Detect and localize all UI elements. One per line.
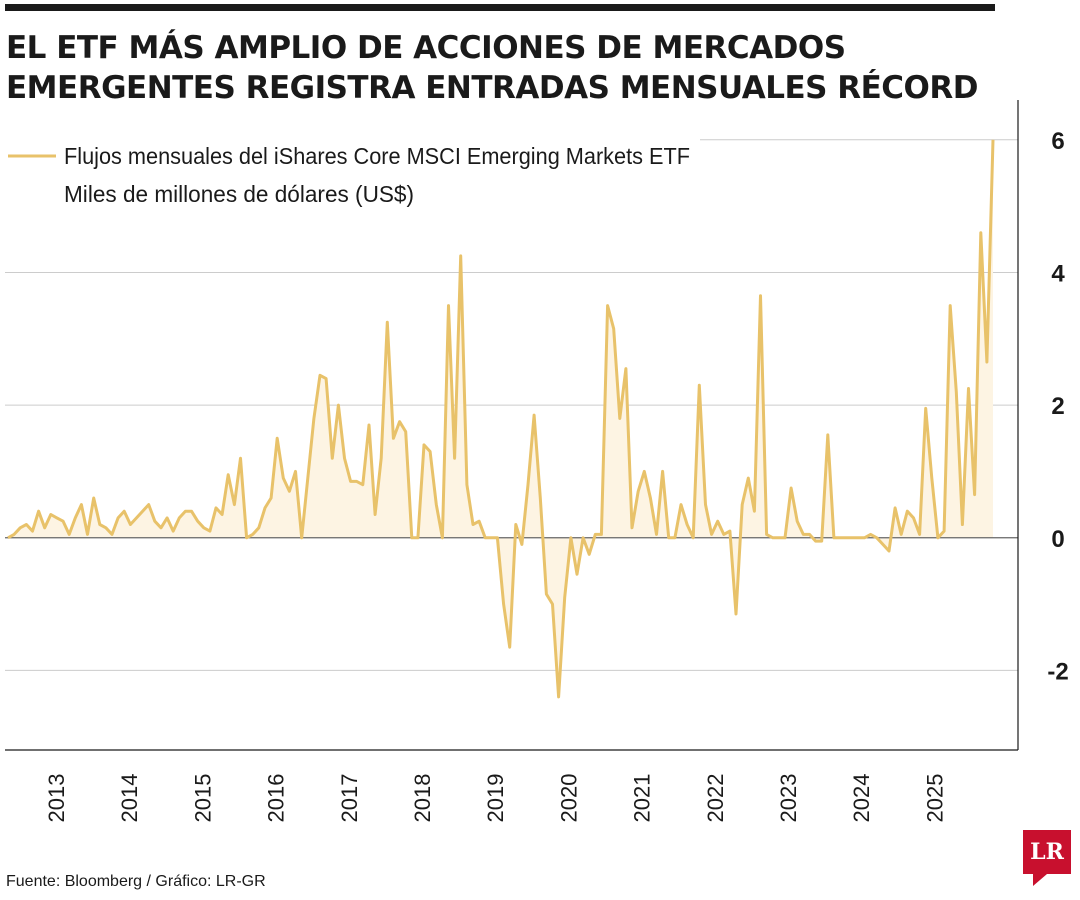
x-tick-label-2020: 2020	[556, 774, 581, 823]
x-tick-label-2025: 2025	[922, 774, 947, 823]
plot-frame	[5, 100, 1019, 751]
series-line	[7, 139, 995, 699]
x-tick-label-2021: 2021	[630, 774, 655, 823]
logo-tail	[1033, 874, 1047, 886]
y-tick-label-0: 0	[1051, 526, 1064, 553]
y-tick-label-2: 2	[1051, 393, 1064, 420]
y-tick-label-4: 4	[1051, 260, 1065, 287]
x-tick-label-2014: 2014	[117, 774, 142, 823]
lr-logo: LR	[1023, 830, 1071, 886]
x-tick-label-2015: 2015	[190, 774, 215, 823]
legend: Flujos mensuales del iShares Core MSCI E…	[0, 133, 700, 213]
y-tick-label-6: 6	[1051, 128, 1064, 155]
x-tick-label-2022: 2022	[703, 774, 728, 823]
chart-title-line-1: EL ETF MÁS AMPLIO DE ACCIONES DE MERCADO…	[6, 30, 846, 66]
x-tick-label-2017: 2017	[337, 774, 362, 823]
logo-box	[1023, 830, 1071, 874]
y-tick-label--2: -2	[1047, 658, 1068, 685]
x-tick-label-2013: 2013	[44, 774, 69, 823]
x-axis: 2013 2014 2015 2016 2017 2018 2019 2020 2021 2022…	[44, 774, 947, 823]
chart-title-line-2: EMERGENTES REGISTRA ENTRADAS MENSUALES R…	[6, 70, 979, 106]
top-rule	[5, 4, 995, 11]
area-fill	[8, 139, 993, 697]
y-axis: 6 4 2 0 -2	[1047, 128, 1068, 686]
legend-unit-label: Miles de millones de dólares (US$)	[64, 181, 414, 207]
chart-title: EL ETF MÁS AMPLIO DE ACCIONES DE MERCADO…	[6, 28, 1006, 108]
series-line-group	[7, 139, 995, 699]
logo-text: LR	[1030, 839, 1064, 865]
x-tick-label-2019: 2019	[483, 774, 508, 823]
x-tick-label-2016: 2016	[264, 774, 289, 823]
source-note: Fuente: Bloomberg / Gráfico: LR-GR	[6, 873, 266, 890]
legend-background	[0, 133, 700, 213]
x-tick-label-2018: 2018	[410, 774, 435, 823]
legend-series-name: Flujos mensuales del iShares Core MSCI E…	[64, 143, 690, 169]
x-tick-label-2024: 2024	[849, 774, 874, 823]
series-area	[8, 139, 993, 697]
x-tick-label-2023: 2023	[776, 774, 801, 823]
